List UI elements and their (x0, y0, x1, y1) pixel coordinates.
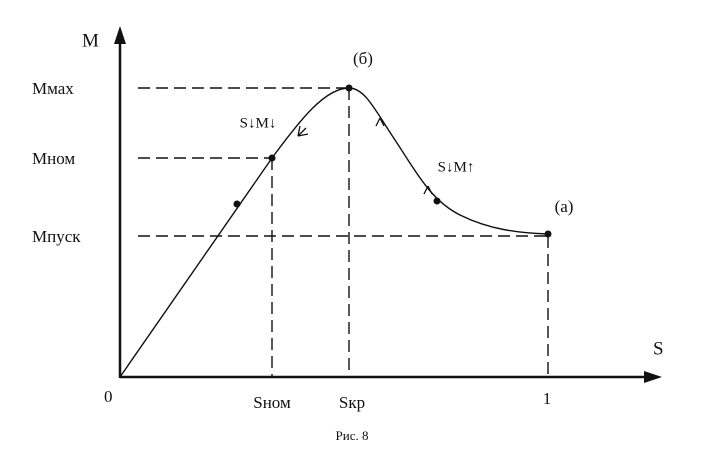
x-label: Sном (253, 393, 291, 412)
x-axis-label: S (653, 338, 664, 359)
annotation: S↓M↑ (438, 159, 475, 175)
x-arrow (644, 371, 662, 383)
curve-points (233, 84, 552, 238)
arrow (375, 117, 385, 127)
torque-curve (119, 87, 549, 378)
caption: Рис. 8 (336, 428, 369, 443)
arrow (423, 185, 433, 195)
point (268, 154, 276, 162)
point-label: (a) (555, 197, 574, 216)
guide-lines (138, 87, 549, 377)
y-arrow (114, 26, 126, 44)
y-axis-label: M (82, 30, 99, 51)
direction-arrows (297, 117, 433, 195)
x-label: Sкр (339, 393, 365, 412)
origin-label: 0 (104, 387, 113, 406)
y-label: Mном (32, 149, 75, 168)
annotation: S↓M↓ (240, 115, 277, 131)
x-label: 1 (543, 389, 552, 408)
point (345, 84, 353, 92)
point-label: (б) (353, 49, 373, 68)
y-label: Mмах (32, 79, 74, 98)
point (544, 230, 552, 238)
y-label: Mпуск (32, 227, 81, 246)
point (233, 200, 241, 208)
arrow (297, 125, 309, 137)
point (433, 197, 441, 205)
